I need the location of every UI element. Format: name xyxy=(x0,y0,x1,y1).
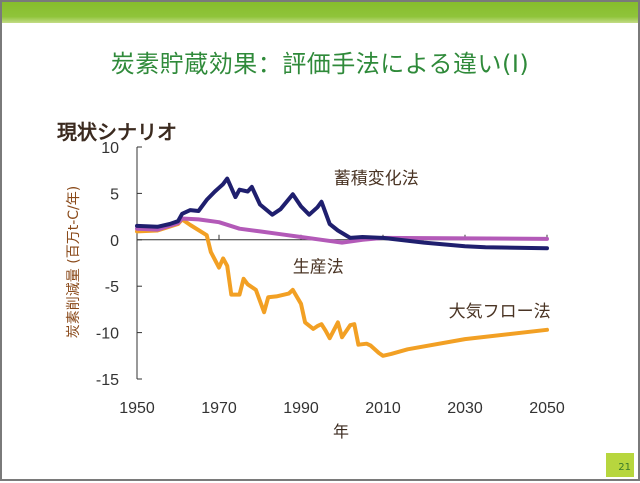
x-tick-label: 1950 xyxy=(119,400,155,417)
y-tick-label: -10 xyxy=(96,326,119,343)
y-tick-label: 0 xyxy=(110,233,119,250)
x-tick-label: 2010 xyxy=(365,400,401,417)
y-tick-label: -15 xyxy=(96,372,119,389)
y-axis-label: 炭素削減量 (百万t-C/年) xyxy=(65,186,82,338)
y-tick-label: 10 xyxy=(101,140,119,157)
y-tick-label: -5 xyxy=(105,279,119,296)
series-label: 生産法 xyxy=(293,257,344,277)
scenario-label: 現状シナリオ xyxy=(57,120,177,144)
x-axis-label: 年 xyxy=(333,422,349,441)
series-label: 蓄積変化法 xyxy=(334,169,419,189)
page-number: 21 xyxy=(606,453,634,477)
x-tick-label: 1990 xyxy=(283,400,319,417)
slide-header-bar xyxy=(2,2,638,23)
y-tick-label: 5 xyxy=(110,186,119,203)
x-tick-label: 2030 xyxy=(447,400,483,417)
series-line-atmospheric-flow xyxy=(135,217,549,358)
series-line-stock-change xyxy=(135,176,549,251)
series-label: 大気フロー法 xyxy=(449,302,551,322)
x-tick-label: 1970 xyxy=(201,400,237,417)
series-group xyxy=(135,176,549,358)
slide-title: 炭素貯蔵効果：評価手法による違い(Ⅰ) xyxy=(110,50,530,78)
x-tick-label: 2050 xyxy=(529,400,565,417)
